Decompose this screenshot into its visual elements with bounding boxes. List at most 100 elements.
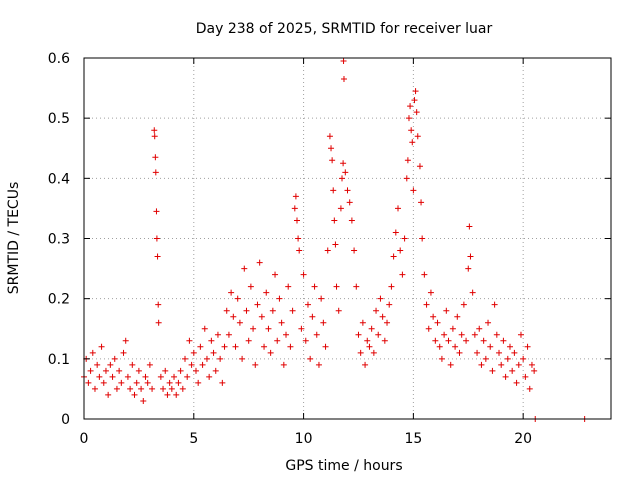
data-point: [413, 109, 420, 116]
data-point: [304, 301, 311, 308]
data-point: [296, 247, 303, 254]
data-point: [153, 208, 160, 215]
data-point: [261, 343, 268, 350]
data-point: [171, 373, 178, 380]
data-point: [276, 295, 283, 302]
y-tick-label: 0: [61, 412, 70, 428]
data-point: [328, 145, 335, 152]
data-point: [359, 319, 366, 326]
data-point: [302, 337, 309, 344]
data-point: [322, 343, 329, 350]
data-point: [192, 367, 199, 374]
data-point: [498, 361, 505, 368]
data-point: [151, 133, 158, 140]
data-point: [217, 355, 224, 362]
data-point: [109, 373, 116, 380]
data-point: [370, 349, 377, 356]
data-point: [362, 361, 369, 368]
data-point: [425, 325, 432, 332]
data-point: [458, 331, 465, 338]
data-point: [332, 241, 339, 248]
data-point: [474, 349, 481, 356]
data-point: [146, 361, 153, 368]
data-point: [135, 367, 142, 374]
data-point: [388, 283, 395, 290]
data-point: [287, 343, 294, 350]
data-point: [133, 379, 140, 386]
data-point: [98, 343, 105, 350]
data-point: [292, 193, 299, 200]
data-point: [366, 343, 373, 350]
data-point: [293, 217, 300, 224]
data-point: [131, 391, 138, 398]
data-point: [335, 307, 342, 314]
x-tick-label: 10: [295, 431, 313, 447]
data-point: [228, 289, 235, 296]
data-point: [142, 373, 149, 380]
data-point: [531, 367, 538, 374]
data-point: [452, 343, 459, 350]
data-point: [397, 247, 404, 254]
data-point: [151, 127, 158, 134]
data-point: [153, 235, 160, 242]
data-point: [423, 301, 430, 308]
data-point: [311, 283, 318, 290]
data-point: [419, 235, 426, 242]
data-point: [230, 313, 237, 320]
y-tick-label: 0.6: [48, 51, 70, 67]
data-point: [364, 337, 371, 344]
data-point: [318, 295, 325, 302]
data-point: [129, 361, 136, 368]
data-point: [500, 337, 507, 344]
data-point: [100, 379, 107, 386]
data-point: [236, 319, 243, 326]
data-point: [403, 175, 410, 182]
data-point: [375, 331, 382, 338]
data-point: [243, 307, 250, 314]
data-point: [155, 301, 162, 308]
data-point: [329, 157, 336, 164]
data-point: [502, 373, 509, 380]
data-point: [438, 355, 445, 362]
data-point: [353, 283, 360, 290]
axis-ticks: 0 0.1 0.2 0.3 0.4 0.5 0.6 0 5 10 15 20: [48, 51, 611, 447]
data-point: [386, 301, 393, 308]
data-point: [162, 367, 169, 374]
data-point: [111, 355, 118, 362]
data-point: [152, 154, 159, 161]
chart-title: Day 238 of 2025, SRMTID for receiver lua…: [196, 21, 493, 37]
data-point: [113, 385, 120, 392]
data-point: [258, 313, 265, 320]
data-point: [513, 379, 520, 386]
data-point: [377, 295, 384, 302]
data-point: [465, 265, 472, 272]
data-point: [522, 373, 529, 380]
data-point: [506, 343, 513, 350]
data-point: [340, 76, 347, 83]
data-point: [152, 169, 159, 176]
data-point: [298, 325, 305, 332]
y-axis-label: SRMTID / TECUs: [6, 182, 22, 295]
data-point: [124, 373, 131, 380]
data-point: [381, 337, 388, 344]
data-point: [441, 331, 448, 338]
data-point: [102, 367, 109, 374]
x-tick-label: 5: [189, 431, 198, 447]
data-point: [409, 139, 416, 146]
data-point: [454, 313, 461, 320]
data-point: [331, 217, 338, 224]
data-point: [463, 337, 470, 344]
data-point: [91, 385, 98, 392]
data-point: [232, 343, 239, 350]
data-point: [416, 163, 423, 170]
y-tick-label: 0.4: [48, 171, 70, 187]
data-point: [509, 367, 516, 374]
data-point: [418, 199, 425, 206]
data-point: [456, 349, 463, 356]
data-point: [291, 205, 298, 212]
data-point: [342, 169, 349, 176]
data-point: [199, 361, 206, 368]
data-point: [485, 319, 492, 326]
data-point: [201, 325, 208, 332]
data-point: [160, 385, 167, 392]
